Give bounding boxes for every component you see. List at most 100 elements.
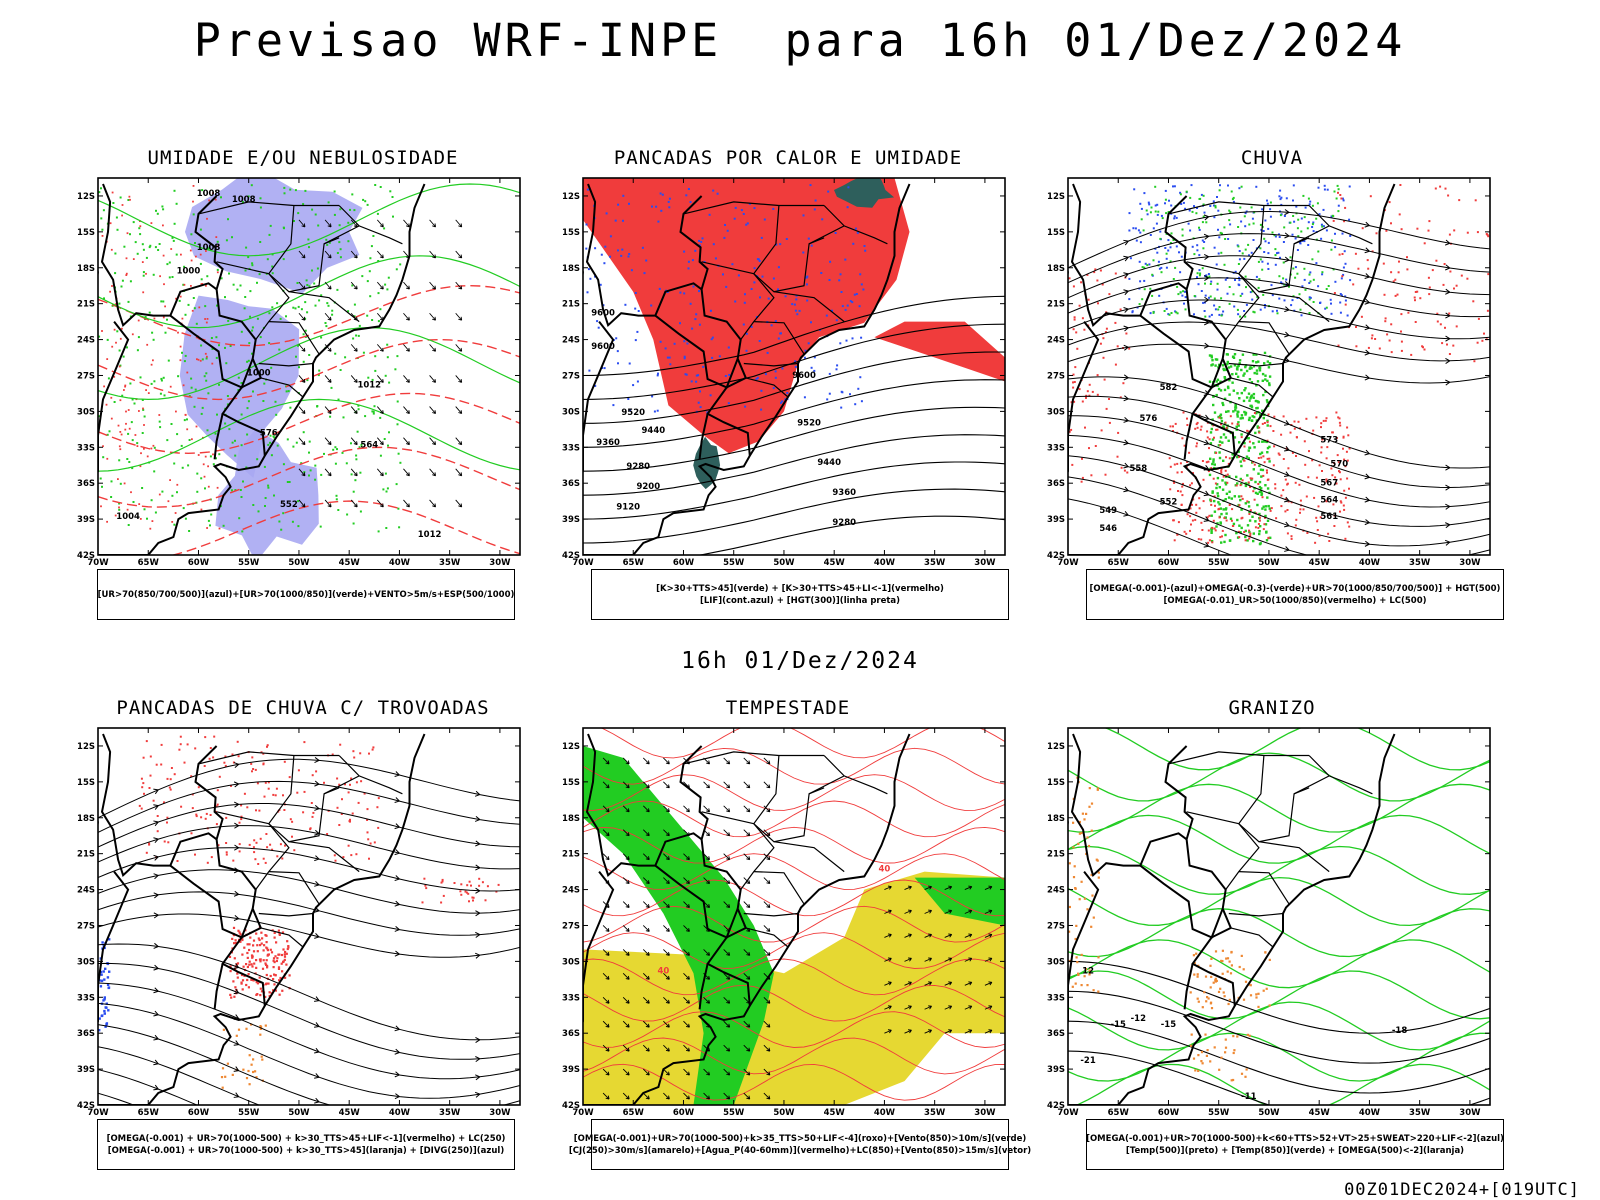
lifted-index-mark	[594, 247, 597, 250]
omega-green-mark	[1311, 204, 1314, 207]
thunder-red-mark	[248, 960, 251, 963]
omega-red-mark	[1237, 530, 1240, 533]
thickness-mark	[216, 486, 219, 489]
thunder-red-mark	[233, 942, 236, 945]
omega-red-mark	[1225, 519, 1228, 522]
streamline-arrow	[233, 781, 239, 788]
thunder-red-mark	[229, 970, 232, 973]
thickness-mark	[206, 527, 208, 529]
lifted-index-mark	[683, 250, 686, 253]
omega-green-mark	[1172, 278, 1175, 280]
omega-red-mark	[1181, 437, 1184, 440]
thunder-red-mark	[283, 760, 286, 763]
omega-red-mark	[1312, 429, 1315, 432]
lifted-index-mark	[828, 392, 831, 395]
thunder-red-mark	[303, 741, 306, 744]
omega-green-mark	[1247, 243, 1250, 246]
omega-green-mark	[1315, 217, 1318, 220]
thickness-mark	[196, 358, 198, 361]
lon-tick-label: 55W	[1208, 558, 1230, 568]
state-border	[1225, 823, 1260, 890]
lifted-index-mark	[632, 384, 635, 387]
lon-tick-label: 50W	[288, 1108, 310, 1118]
legend-umidade: [UR>70(850/700/500)](azul)+[UR>70(1000/8…	[97, 569, 515, 620]
omega-green-mark	[1233, 364, 1237, 367]
hgt300-contour	[583, 461, 1005, 520]
thunder-red-mark	[143, 792, 145, 795]
omega-blue-mark	[1283, 215, 1286, 217]
thunder-red-mark	[209, 814, 212, 816]
lifted-index-mark	[745, 223, 748, 226]
temp850-contour	[1068, 1001, 1490, 1051]
humidity-low-mark	[240, 444, 243, 447]
omega-green-mark	[1250, 394, 1254, 397]
omega-red-mark	[1280, 505, 1283, 508]
state-border	[1308, 205, 1373, 245]
omega-red-mark	[1263, 523, 1266, 526]
humidity-low-mark	[188, 395, 191, 398]
humidity-low-mark	[138, 227, 141, 230]
thunder-red-mark	[331, 753, 334, 756]
lifted-index-mark	[784, 295, 787, 298]
omega-red-mark	[1340, 197, 1343, 200]
divergence-mark	[101, 941, 104, 944]
thunder-red-mark	[253, 839, 256, 842]
humidity-low-mark	[353, 209, 356, 212]
thickness-mark	[111, 285, 113, 287]
state-border	[1228, 362, 1284, 367]
omega-blue-mark	[1261, 260, 1264, 263]
omega-green-mark	[1208, 275, 1211, 278]
omega-green-mark	[1255, 369, 1259, 372]
humidity-low-mark	[148, 246, 151, 249]
omega-blue-mark	[1291, 233, 1294, 236]
omega-green-mark	[1157, 210, 1160, 213]
humidity-low-mark	[224, 422, 227, 425]
omega-red-mark	[1337, 344, 1340, 347]
humidity-low-mark	[271, 253, 274, 256]
thunder-red-mark	[272, 978, 275, 981]
omega-green-mark	[1300, 230, 1303, 233]
omega-green-mark	[1209, 442, 1213, 445]
omega-orange-mark	[1096, 788, 1099, 791]
contour-label: 9600	[591, 342, 615, 352]
thunder-red-mark	[251, 956, 254, 959]
lon-tick-label: 45W	[339, 558, 361, 568]
omega-red-mark	[1446, 343, 1448, 346]
contour-label: 564	[360, 440, 378, 450]
wind-vector	[298, 375, 306, 383]
omega-red-mark	[1190, 482, 1193, 485]
omega-blue-mark	[1276, 252, 1278, 255]
humidity-low-mark	[218, 453, 221, 456]
contour-label: 9280	[832, 518, 856, 528]
omega-green-mark	[1143, 266, 1146, 269]
omega-green-mark	[1231, 198, 1234, 201]
omega-green-mark	[1223, 376, 1226, 379]
omega-green-mark	[1244, 482, 1247, 485]
lon-tick-label: 30W	[1459, 558, 1481, 568]
omega-green-mark	[1241, 457, 1245, 461]
omega-orange-mark	[1227, 1002, 1230, 1006]
wind-vector	[455, 344, 463, 352]
humidity-low-mark	[128, 461, 131, 463]
lon-tick-label: 70W	[572, 558, 594, 568]
omega-red-mark	[1072, 381, 1074, 384]
omega-red-mark	[1238, 504, 1241, 507]
lon-tick-label: 70W	[1057, 1108, 1079, 1118]
omega-red-mark	[1371, 250, 1374, 253]
streamline-arrow	[1445, 288, 1451, 295]
omega-green-mark	[1218, 456, 1222, 460]
omega-red-mark	[1361, 227, 1364, 230]
panel-title-umidade: UMIDADE E/OU NEBULOSIDADE	[147, 147, 459, 169]
omega-blue-mark	[1248, 254, 1250, 257]
omega-red-mark	[1444, 187, 1447, 190]
omega-orange-mark	[1220, 1056, 1223, 1059]
omega-red-mark	[1331, 431, 1334, 434]
thunder-red-mark	[484, 899, 487, 902]
humidity-low-mark	[215, 457, 217, 460]
humidity-low-mark	[361, 275, 364, 278]
thickness-mark	[123, 482, 126, 485]
humidity-low-mark	[273, 436, 276, 439]
humidity-low-mark	[155, 209, 157, 212]
humidity-low-mark	[352, 522, 355, 525]
